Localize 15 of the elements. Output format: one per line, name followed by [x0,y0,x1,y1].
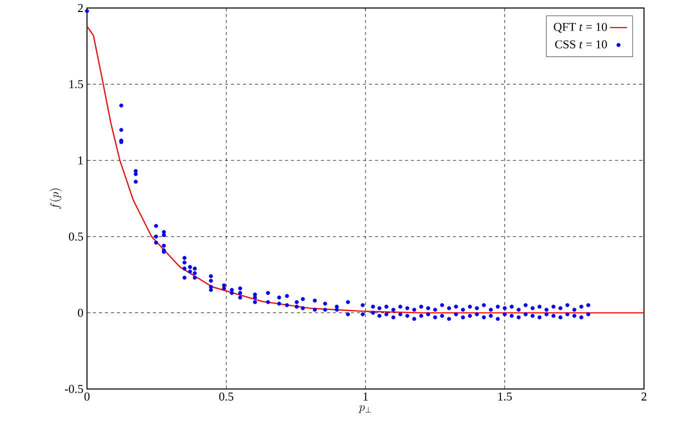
x-tick-label: 0 [84,392,90,401]
legend-label: CSS t = 10 [555,40,607,48]
y-tick-label: -0.5 [64,384,84,394]
y-tick-label: 1 [78,156,83,164]
x-axis-title: $p_\perp$ [358,405,372,414]
y-tick-label: 2 [78,4,83,12]
y-tick-label: 0 [78,308,84,317]
y-tick-label: 0.5 [68,232,84,241]
y-axis-title: $f(p)$ [50,188,62,209]
x-tick-label: 0.5 [219,392,234,401]
x-tick-label: 2 [642,392,646,400]
x-tick-label: 1 [364,392,368,400]
y-tick-label: 1.5 [70,80,84,88]
x-tick-label: 1.5 [498,392,512,401]
legend-label: QFT t = 10 [554,22,607,33]
